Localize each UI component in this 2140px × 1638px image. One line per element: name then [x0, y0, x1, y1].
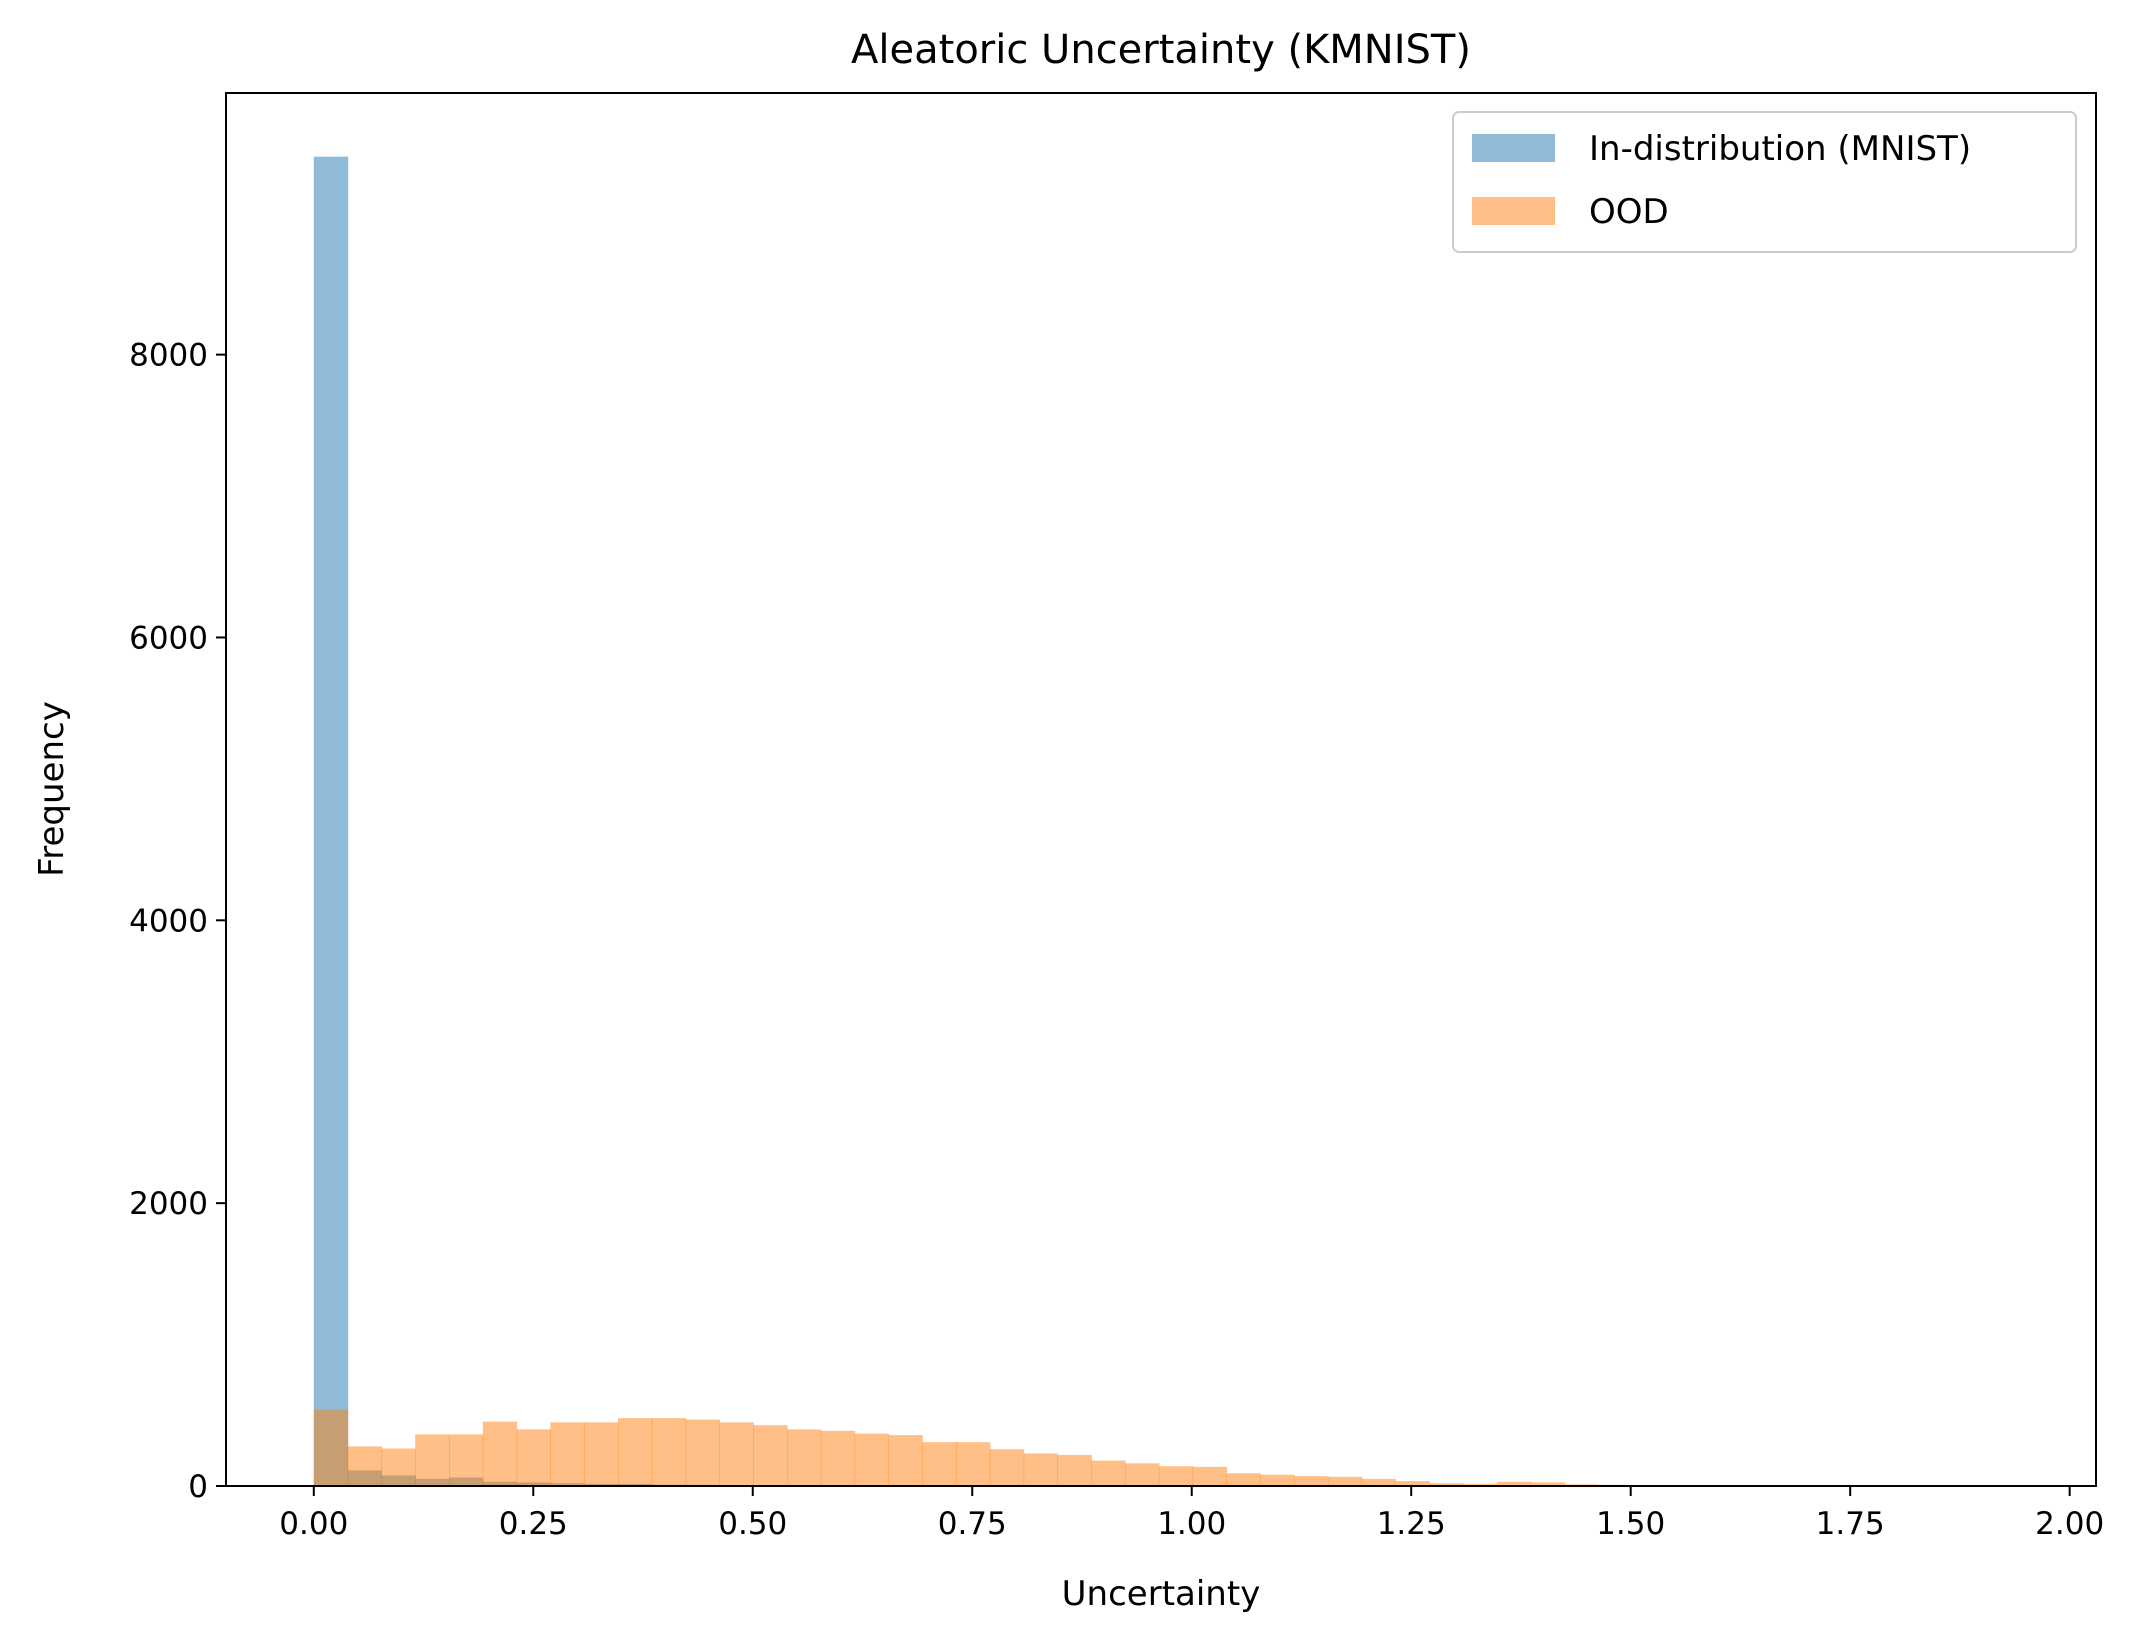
y-tick-label: 6000	[129, 620, 208, 656]
x-axis-label: Uncertainty	[1062, 1574, 1261, 1614]
bar-ood-11	[685, 1419, 720, 1486]
x-tick-label: 1.50	[1596, 1506, 1665, 1542]
bar-ood-5	[482, 1421, 518, 1486]
bar-ood-15	[820, 1430, 856, 1486]
bar-ood-2	[381, 1448, 416, 1486]
bar-ood-21	[1023, 1453, 1058, 1486]
x-tick-label: 1.75	[1816, 1506, 1885, 1542]
legend: In-distribution (MNIST) OOD	[1452, 111, 2077, 253]
bar-ood-20	[989, 1449, 1025, 1486]
bar-ood-30	[1327, 1476, 1363, 1486]
bar-ood-18	[922, 1442, 957, 1486]
bars-layer	[313, 156, 1667, 1486]
y-tick-label: 2000	[129, 1186, 208, 1222]
bar-ood-1	[347, 1446, 382, 1486]
x-tick-label: 0.75	[938, 1506, 1007, 1542]
bar-ood-31	[1361, 1478, 1397, 1486]
plot-frame	[225, 92, 2097, 1487]
legend-swatch-ood	[1472, 197, 1555, 225]
y-tick-label: 8000	[129, 338, 208, 374]
x-tick-label: 1.25	[1377, 1506, 1446, 1542]
bar-ood-28	[1260, 1474, 1295, 1486]
bar-ood-4	[449, 1434, 484, 1486]
bar-ood-27	[1226, 1473, 1261, 1486]
bar-ood-7	[550, 1422, 585, 1486]
legend-label-in-distribution: In-distribution (MNIST)	[1589, 129, 1971, 169]
bar-ood-14	[787, 1429, 822, 1486]
chart-title: Aleatoric Uncertainty (KMNIST)	[851, 27, 1471, 73]
bar-ood-12	[719, 1422, 754, 1486]
bar-ood-26	[1192, 1466, 1228, 1486]
bar-ood-16	[854, 1433, 889, 1486]
bar-in-distribution-0	[313, 156, 349, 1486]
bar-ood-24	[1125, 1463, 1160, 1486]
legend-swatch-in-distribution	[1472, 134, 1555, 162]
x-tick-label: 0.50	[718, 1506, 787, 1542]
bar-ood-35	[1496, 1481, 1532, 1486]
bar-ood-25	[1158, 1466, 1194, 1486]
bar-ood-8	[584, 1422, 619, 1486]
bar-ood-3	[415, 1434, 450, 1486]
x-tick-label: 0.00	[279, 1506, 348, 1542]
bar-ood-9	[618, 1418, 653, 1486]
y-tick-label: 0	[188, 1469, 208, 1505]
x-tick-label: 2.00	[2035, 1506, 2104, 1542]
bar-ood-17	[888, 1435, 923, 1486]
legend-box	[1452, 111, 2077, 253]
bar-ood-33	[1429, 1483, 1464, 1486]
legend-label-ood: OOD	[1589, 192, 1669, 232]
bar-ood-10	[651, 1418, 687, 1486]
bar-ood-19	[956, 1442, 991, 1486]
bar-ood-6	[516, 1429, 551, 1486]
x-tick-label: 1.00	[1157, 1506, 1226, 1542]
bar-ood-22	[1057, 1454, 1092, 1486]
bar-ood-32	[1395, 1481, 1430, 1486]
bar-ood-34	[1463, 1483, 1498, 1486]
bar-ood-29	[1294, 1476, 1329, 1486]
y-axis-label: Frequency	[32, 701, 72, 877]
bar-ood-36	[1530, 1482, 1566, 1486]
y-tick-label: 4000	[129, 903, 208, 939]
x-axis-ticks: 0.00 0.25 0.50 0.75 1.00 1.25 1.50 1.75 2.00	[279, 1486, 2104, 1542]
y-axis-ticks: 0 2000 4000 6000 8000	[129, 338, 226, 1505]
x-tick-label: 0.25	[499, 1506, 568, 1542]
bar-ood-0	[313, 1409, 349, 1486]
bar-ood-13	[753, 1425, 788, 1486]
bar-ood-23	[1091, 1460, 1126, 1486]
